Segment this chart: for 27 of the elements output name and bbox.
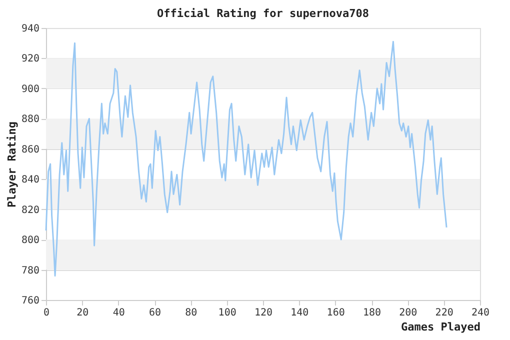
- x-tick-label: 60: [148, 308, 162, 318]
- y-tick-label: 900: [21, 84, 40, 95]
- y-tick-label: 920: [21, 54, 40, 65]
- x-tick-label: 80: [185, 308, 198, 318]
- x-tick-label: 220: [435, 308, 454, 318]
- x-tick-label: 200: [399, 308, 418, 318]
- x-axis-title: Games Played: [401, 320, 480, 334]
- y-tick-label: 840: [21, 174, 40, 186]
- y-tick-label: 780: [21, 265, 40, 276]
- y-tick-label: 860: [21, 144, 40, 156]
- x-tick-label: 240: [471, 308, 490, 318]
- x-tick-label: 20: [76, 308, 89, 318]
- y-tick-label: 940: [21, 24, 40, 34]
- x-tick-label: 40: [112, 308, 125, 318]
- x-tick-label: 120: [254, 308, 273, 318]
- x-tick-label: 140: [290, 308, 309, 318]
- x-tick-label: 100: [218, 308, 236, 318]
- x-tick-label: 180: [362, 308, 382, 318]
- y-tick-label: 760: [21, 296, 40, 306]
- y-tick-label: 800: [21, 235, 40, 246]
- y-axis-title: Player Rating: [5, 121, 18, 208]
- y-tick-label: 880: [21, 114, 40, 126]
- y-tick-label: 820: [21, 204, 40, 216]
- x-tick-label: 160: [326, 308, 345, 318]
- x-tick-label: 0: [43, 308, 50, 318]
- line-series: [45, 40, 448, 277]
- chart-title: Official Rating for supernova708: [157, 7, 369, 20]
